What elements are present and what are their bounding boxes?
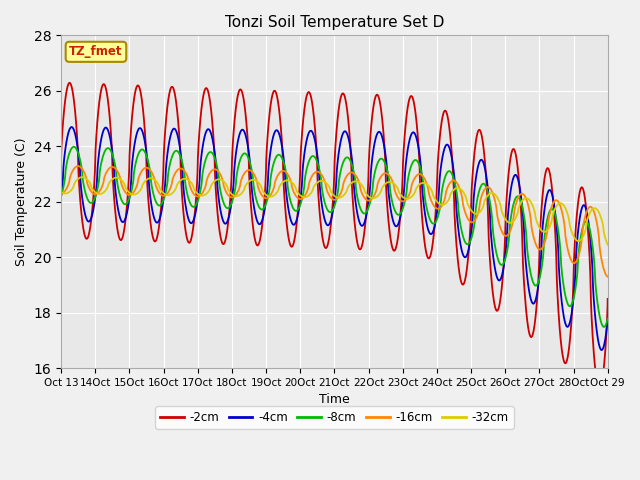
-8cm <box>520 215 528 220</box>
-16cm <box>604 274 612 279</box>
-4cm <box>170 126 177 132</box>
Legend: -2cm, -4cm, -8cm, -16cm, -32cm: -2cm, -4cm, -8cm, -16cm, -32cm <box>156 407 513 429</box>
-2cm <box>170 85 177 91</box>
-4cm <box>57 194 65 200</box>
Line: -32cm: -32cm <box>61 177 608 245</box>
-8cm <box>70 144 77 150</box>
-4cm <box>488 238 495 243</box>
-4cm <box>452 209 460 215</box>
-2cm <box>596 386 604 392</box>
-4cm <box>68 124 76 130</box>
-2cm <box>66 80 74 86</box>
-16cm <box>598 257 605 263</box>
-8cm <box>57 193 65 199</box>
-2cm <box>452 244 460 250</box>
-16cm <box>57 191 65 196</box>
-32cm <box>520 196 528 202</box>
-8cm <box>598 321 605 327</box>
-8cm <box>488 210 495 216</box>
-2cm <box>520 284 528 290</box>
-2cm <box>604 296 612 302</box>
Line: -2cm: -2cm <box>61 83 608 389</box>
-32cm <box>488 190 495 196</box>
-32cm <box>404 196 412 202</box>
-8cm <box>170 151 177 157</box>
-16cm <box>520 192 528 198</box>
-32cm <box>598 217 605 223</box>
-16cm <box>452 180 460 185</box>
-8cm <box>604 316 612 322</box>
-8cm <box>452 190 460 195</box>
-8cm <box>600 324 608 330</box>
Line: -8cm: -8cm <box>61 147 608 327</box>
Title: Tonzi Soil Temperature Set D: Tonzi Soil Temperature Set D <box>225 15 444 30</box>
Line: -4cm: -4cm <box>61 127 608 350</box>
-32cm <box>79 174 86 180</box>
Line: -16cm: -16cm <box>61 166 608 276</box>
-16cm <box>170 175 177 180</box>
-16cm <box>74 163 82 169</box>
-8cm <box>404 174 412 180</box>
-4cm <box>598 347 605 353</box>
-32cm <box>604 242 612 248</box>
-2cm <box>488 277 495 283</box>
-32cm <box>57 189 65 194</box>
Text: TZ_fmet: TZ_fmet <box>69 45 123 58</box>
-16cm <box>404 193 412 199</box>
X-axis label: Time: Time <box>319 394 349 407</box>
-32cm <box>170 190 177 195</box>
-2cm <box>404 100 412 106</box>
-2cm <box>57 157 65 163</box>
-4cm <box>404 143 412 148</box>
-4cm <box>598 347 605 353</box>
Y-axis label: Soil Temperature (C): Soil Temperature (C) <box>15 137 28 266</box>
-2cm <box>598 380 605 386</box>
-32cm <box>452 185 460 191</box>
-16cm <box>488 188 495 193</box>
-4cm <box>520 234 528 240</box>
-4cm <box>604 316 612 322</box>
